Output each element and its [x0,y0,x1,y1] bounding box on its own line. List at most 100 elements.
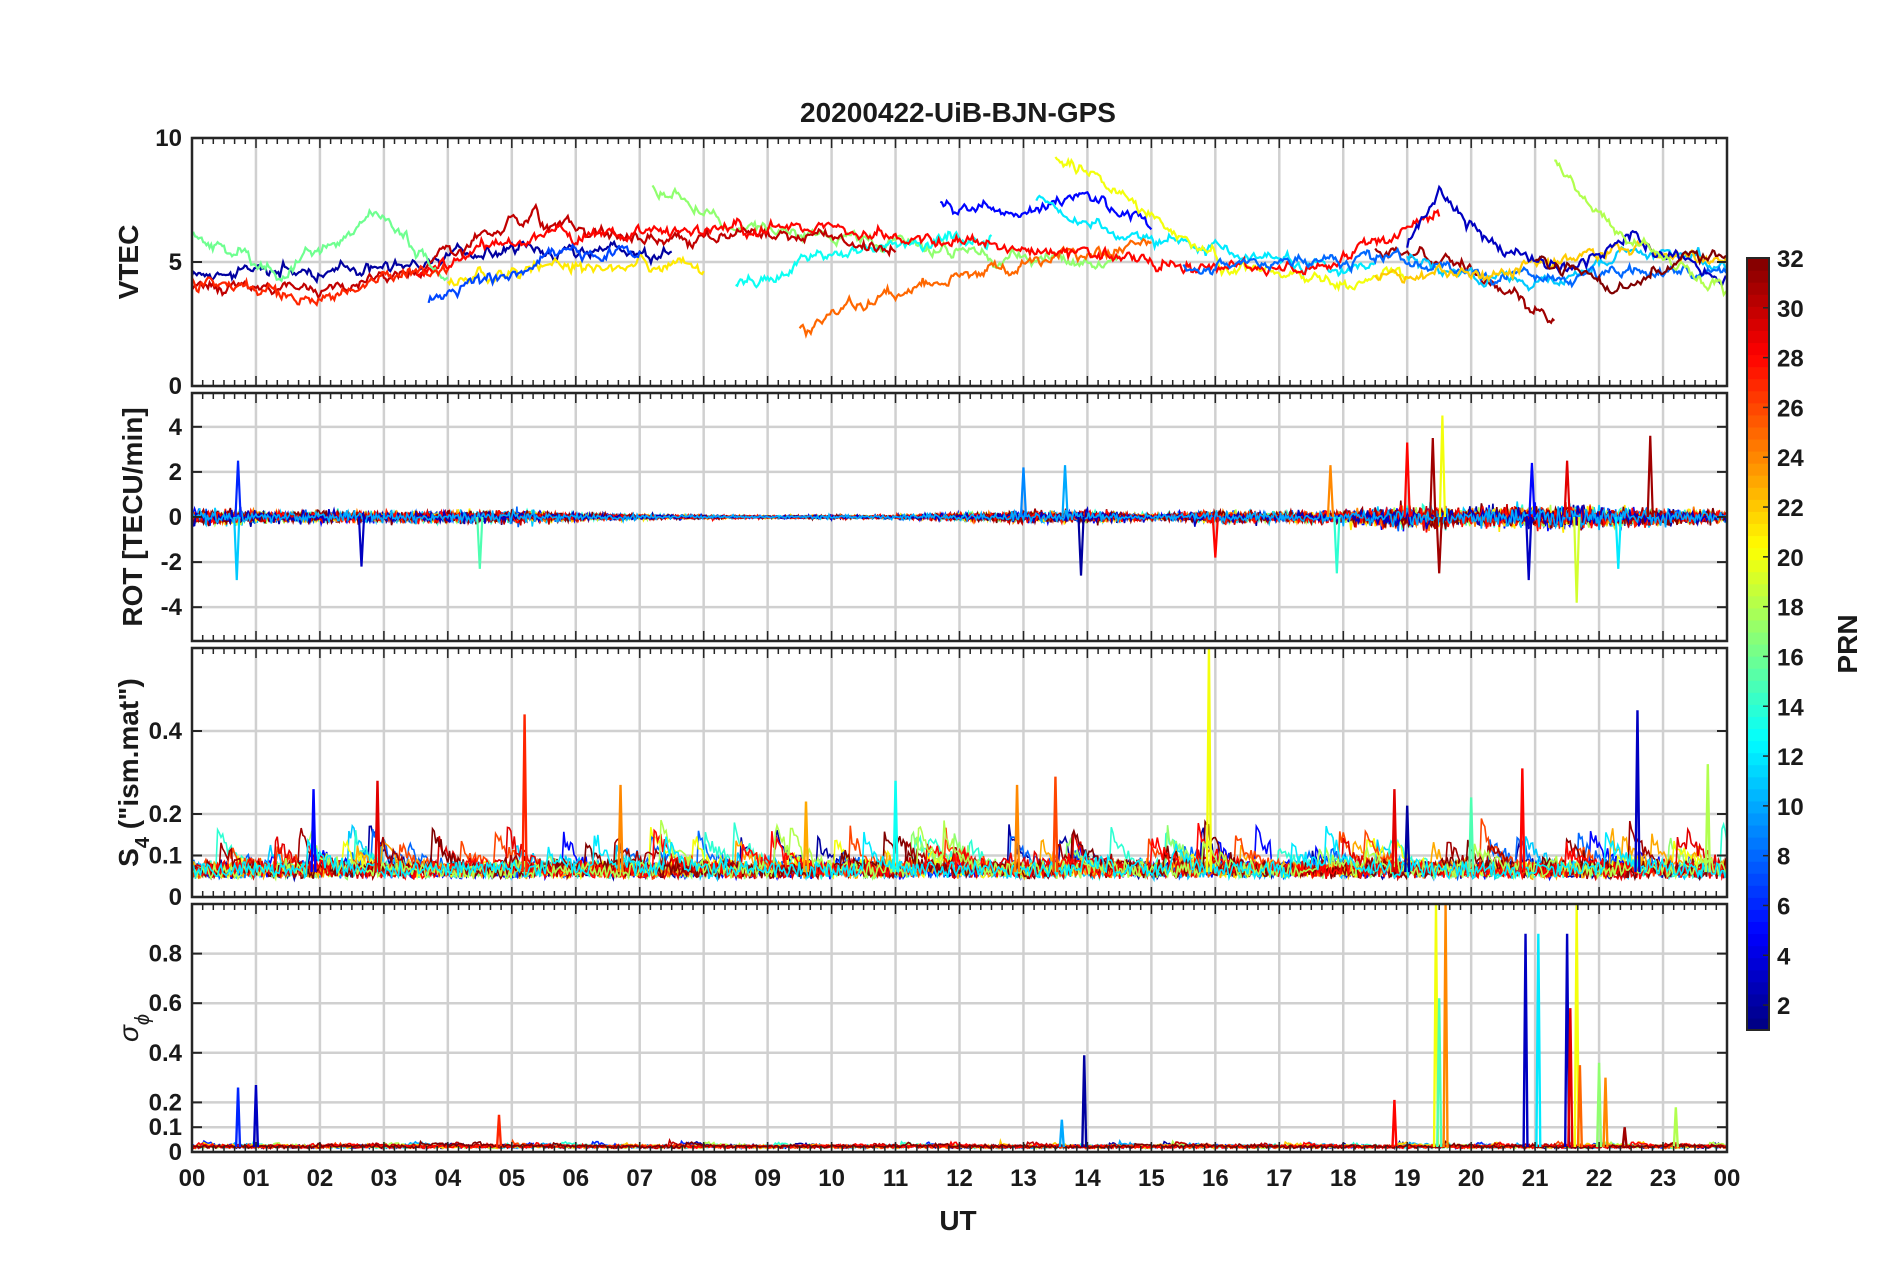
x-tick-label: 00 [1714,1165,1741,1192]
vtec-series-prn-5 [939,190,1153,231]
grid-sigma_phi [192,904,1727,1154]
x-tick-label: 14 [1074,1165,1101,1192]
rot-spike-10 [1403,442,1411,518]
sigma_phi-spike-3 [1058,1119,1065,1148]
x-tick-label: 22 [1586,1165,1613,1192]
rot-spike-8 [1326,465,1335,518]
rot-series-prn-3 [192,505,1727,530]
x-tick-label: 15 [1138,1165,1165,1192]
colorbar-label: PRN [1832,614,1863,673]
panel-rot: -4 -2 0 2 4 ROT [TECU/min] [117,391,1729,643]
vtec-series-prn-20 [1054,156,1408,293]
sigma_phi-spike-15 [1595,1062,1603,1148]
panel-s4: 0 0.1 0.2 0.4S4 ("ism.mat") [113,646,1729,911]
y-tick-label-sigma_phi: 0.6 [149,990,182,1017]
rot-spike-15 [1528,462,1536,518]
colorbar-tick-label: 22 [1777,495,1804,522]
colorbar-tick-label: 32 [1777,246,1804,273]
colorbar-tick-label: 24 [1777,445,1804,472]
x-tick-label: 18 [1330,1165,1357,1192]
colorbar-tick-label: 14 [1777,694,1804,721]
y-tick-label-s4: 0.4 [149,718,183,745]
vtec-series-prn-16 [192,207,449,283]
rot-spike-2 [357,516,366,567]
rot-spike-17 [1573,516,1581,603]
y-tick-label-sigma_phi: 0.2 [149,1089,182,1116]
x-tick-label: 19 [1394,1165,1421,1192]
sigma_phi-spike-8 [1442,904,1449,1148]
colorbar-tick-label: 20 [1777,545,1804,572]
y-axis-label-sigma_phi: σϕ [113,1014,154,1042]
x-tick-label: 00 [179,1165,206,1192]
chart-title: 20200422-UiB-BJN-GPS [800,97,1116,128]
sigma_phi-spike-7 [1436,998,1443,1148]
x-tick-label: 16 [1202,1165,1229,1192]
x-tick-label: 17 [1266,1165,1293,1192]
s4-spike-9 [1468,797,1475,873]
x-tick-label: 08 [690,1165,717,1192]
y-tick-label-vtec: 0 [169,373,182,400]
colorbar-tick-label: 28 [1777,346,1804,373]
y-tick-label-sigma_phi: 0 [169,1139,182,1166]
y-tick-label-rot: 0 [169,504,182,531]
s4-spike-10 [1519,768,1526,873]
colorbar-frame [1746,257,1770,1031]
vtec-series-prn-32 [1534,248,1727,295]
rot-spike-18 [1614,516,1622,569]
s4-spike-6 [1205,648,1213,873]
x-tick-label: 09 [754,1165,781,1192]
s4-series-prn-12 [192,825,1727,882]
y-tick-label-s4: 0 [169,884,182,911]
sigma_phi-spike-4 [1081,1055,1088,1148]
s4-spike-11 [1634,710,1641,873]
s4-spike-7 [1391,789,1398,873]
rot-spike-5 [1061,465,1069,518]
rot-spike-6 [1077,516,1085,576]
s4-spike-8 [1404,805,1411,873]
plot-area-s4 [192,648,1727,883]
y-tick-label-rot: 2 [169,459,182,486]
vtec-series-prn-31 [1374,245,1556,325]
s4-spike-12 [1704,764,1711,873]
plot-area-vtec [192,156,1727,339]
rot-spike-16 [1563,460,1571,518]
y-axis-label-vtec: VTEC [113,225,144,300]
colorbar-tick-label: 12 [1777,744,1804,771]
x-tick-label: 23 [1650,1165,1677,1192]
x-axis-label: UT [939,1205,976,1236]
vtec-series-prn-27 [192,262,449,308]
colorbar-tick-label: 26 [1777,395,1804,422]
rot-spike-19 [1646,435,1654,518]
s4-spike-4 [892,780,899,873]
s4-spike-3 [617,784,624,873]
sigma_phi-spike-14 [1576,1065,1584,1148]
rot-spike-7 [1211,516,1219,558]
vtec-series-prn-8 [1182,246,1727,289]
x-tick-label: 10 [818,1165,845,1192]
sigma_phi-spike-0 [234,1087,242,1148]
sigma_phi-spike-17 [1621,1127,1628,1148]
minor-ticks-rot [201,393,1718,641]
rot-spike-4 [1019,467,1028,518]
colorbar-tick-label: 6 [1777,893,1790,920]
minor-ticks-sigma_phi [201,904,1718,1152]
y-tick-label-sigma_phi: 0.1 [149,1114,182,1141]
colorbar-tick-label: 16 [1777,644,1804,671]
y-tick-label-rot: 4 [169,414,183,441]
y-axis-label-rot: ROT [TECU/min] [117,407,148,626]
panel-vtec: 0 5 10 VTEC [113,125,1729,400]
s4-spike-13 [1013,784,1021,873]
rot-spike-0 [234,460,242,518]
minor-ticks-vtec [201,138,1718,386]
sigma_phi-spike-16 [1602,1077,1609,1148]
x-tick-label: 05 [498,1165,525,1192]
y-tick-label-rot: -2 [161,549,182,576]
x-tick-label: 04 [434,1165,461,1192]
rot-spike-13 [1435,516,1443,574]
x-tick-label: 13 [1010,1165,1037,1192]
rot-spike-9 [1333,516,1341,574]
y-tick-label-s4: 0.1 [149,843,182,870]
x-tick-label: 02 [307,1165,334,1192]
colorbar-tick-label: 2 [1777,993,1790,1020]
